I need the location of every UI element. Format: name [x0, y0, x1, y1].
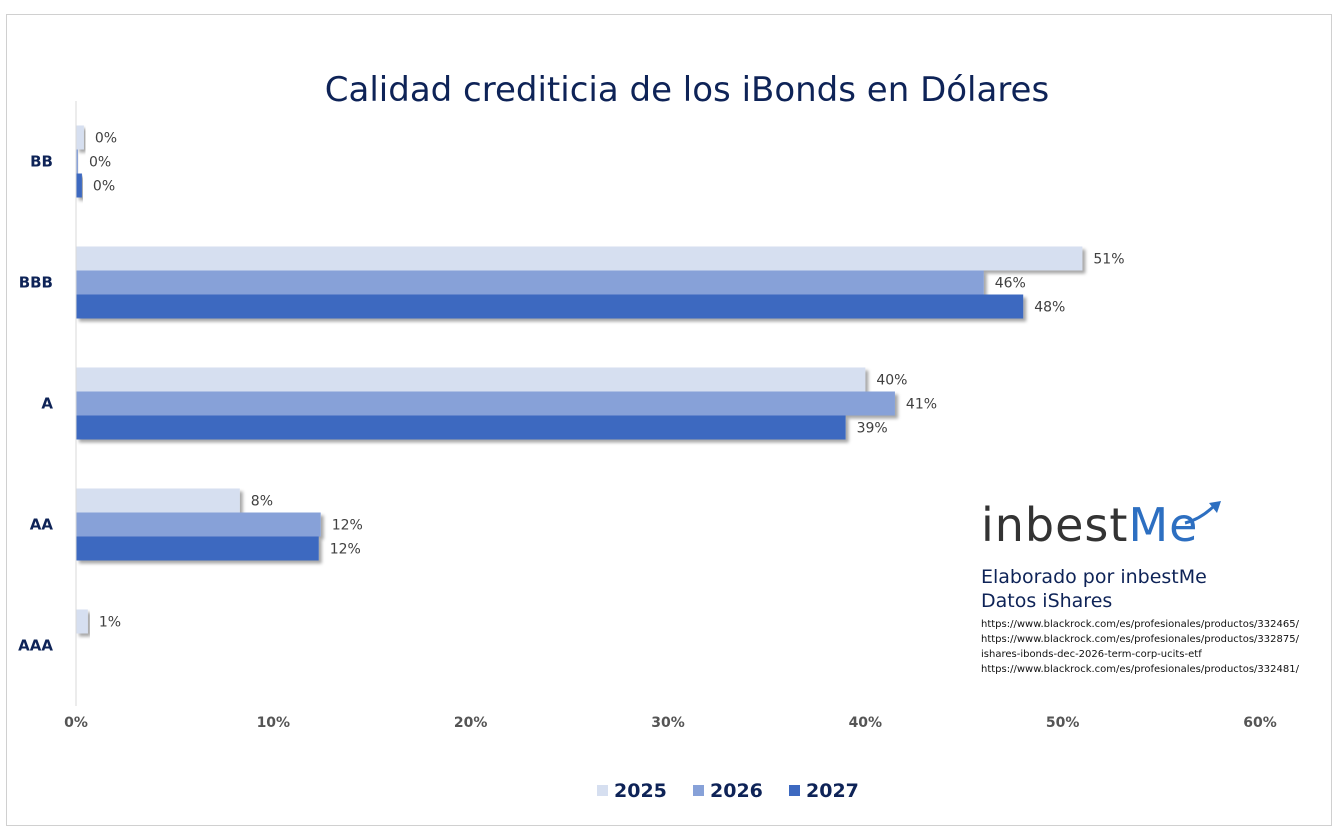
data-label: 46% [995, 276, 1026, 292]
data-label: 12% [330, 542, 361, 558]
bar-2027-A [76, 415, 846, 440]
source-urls: https://www.blackrock.com/es/profesional… [981, 617, 1341, 677]
x-tick-label: 60% [1243, 715, 1277, 731]
legend-label: 2027 [806, 780, 859, 802]
x-tick-label: 20% [454, 715, 488, 731]
x-tick-label: 0% [64, 715, 88, 731]
source-url: https://www.blackrock.com/es/profesional… [981, 634, 1299, 645]
data-label: 48% [1034, 300, 1065, 316]
source-url: ishares-ibonds-dec-2026-term-corp-ucits-… [981, 649, 1202, 660]
data-label: 40% [876, 373, 907, 389]
bar-2027-BB [76, 173, 82, 198]
logo-text-accent: Me [1128, 498, 1199, 552]
bar-2027-AA [76, 536, 319, 561]
legend-label: 2025 [614, 780, 667, 802]
legend: 2025 2026 2027 [597, 780, 859, 802]
bar-2026-BBB [76, 270, 984, 295]
data-label: 51% [1093, 252, 1124, 268]
bar-2025-AA [76, 488, 240, 513]
bar-2025-A [76, 367, 866, 392]
category-label: AAA [18, 637, 53, 655]
legend-swatch [789, 785, 800, 796]
data-label: 1% [99, 615, 121, 631]
data-label: 12% [332, 518, 363, 534]
plot-area: 0% 0% 0% 51% 46% 48% 40% 41% 39% 8% 12% 12% 1% [76, 125, 1125, 634]
category-label: A [41, 395, 53, 413]
credit-author: Elaborado por inbestMe [981, 566, 1207, 588]
source-url: https://www.blackrock.com/es/profesional… [981, 664, 1299, 675]
inbestme-logo: inbestMe [981, 499, 1341, 555]
bar-chart: Calidad crediticia de los iBonds en Dóla… [18, 70, 1277, 802]
x-tick-label: 40% [849, 715, 883, 731]
x-tick-label: 50% [1046, 715, 1080, 731]
category-label: AA [30, 516, 54, 534]
chart-frame: Calidad crediticia de los iBonds en Dóla… [6, 14, 1332, 826]
data-label: 0% [93, 179, 115, 195]
bar-2025-BB [76, 125, 84, 150]
category-label: BBB [19, 274, 53, 292]
bar-2026-AA [76, 512, 321, 537]
data-label: 0% [95, 131, 117, 147]
data-label: 0% [89, 155, 111, 171]
credit-data-source: Datos iShares [981, 590, 1113, 612]
x-tick-label: 10% [257, 715, 291, 731]
category-label: BB [30, 153, 53, 171]
x-axis: 0% 10% 20% 30% 40% 50% 60% [64, 715, 1277, 731]
brand-block: inbestMe Elaborado por inbestMe Datos iS… [981, 499, 1341, 677]
logo-text-main: inbest [981, 498, 1129, 552]
source-url: https://www.blackrock.com/es/profesional… [981, 619, 1299, 630]
chart-title: Calidad crediticia de los iBonds en Dóla… [325, 70, 1049, 110]
bar-2025-AAA [76, 609, 88, 634]
bar-2027-BBB [76, 294, 1024, 319]
bar-2026-BB [76, 149, 78, 174]
data-label: 41% [906, 397, 937, 413]
data-label: 8% [251, 494, 273, 510]
bar-2025-BBB [76, 246, 1083, 271]
data-label: 39% [857, 421, 888, 437]
legend-swatch [693, 785, 704, 796]
bar-2026-A [76, 391, 895, 416]
x-tick-label: 30% [651, 715, 685, 731]
legend-swatch [597, 785, 608, 796]
legend-label: 2026 [710, 780, 763, 802]
growth-arrow-icon [1184, 501, 1221, 525]
